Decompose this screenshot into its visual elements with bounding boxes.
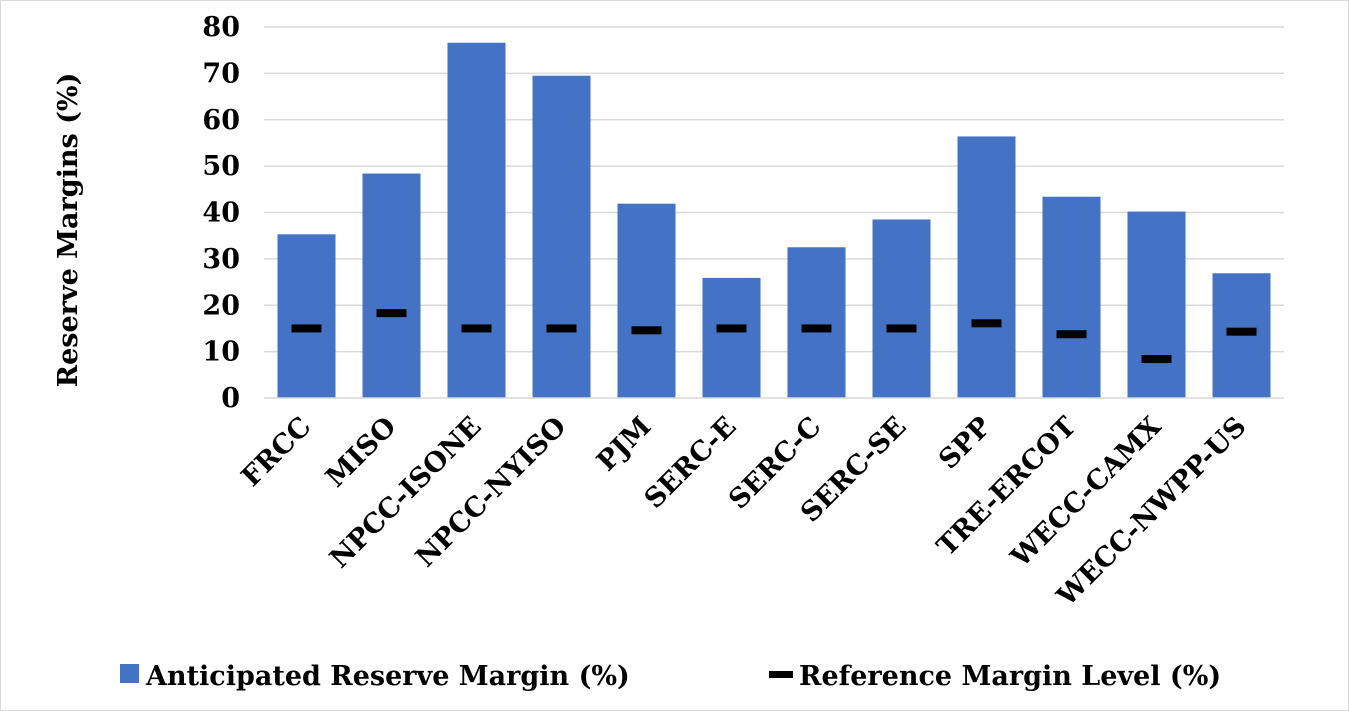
x-tick-label: NPCC-NYISO — [410, 411, 572, 573]
reference-marker — [631, 326, 662, 335]
gridlines — [264, 26, 1284, 353]
bar — [787, 247, 846, 398]
x-tick-label: SERC-E — [639, 411, 743, 515]
x-tick-label: NPCC-ISONE — [324, 411, 487, 574]
reference-marker — [971, 319, 1002, 328]
reference-marker — [291, 324, 322, 333]
reference-marker — [461, 324, 492, 333]
reference-marker-series — [291, 309, 1257, 364]
y-tick-label: 0 — [221, 383, 240, 414]
y-axis-title: Reserve Margins (%) — [53, 73, 84, 388]
reference-marker — [376, 309, 407, 318]
bar — [532, 75, 591, 398]
bar — [617, 203, 676, 398]
reference-marker — [716, 324, 747, 333]
x-tick-label: FRCC — [236, 411, 318, 493]
y-tick-label: 40 — [202, 198, 240, 229]
reference-marker — [1226, 327, 1257, 336]
x-tick-label: WECC-CAMX — [1005, 411, 1168, 574]
bar — [447, 42, 506, 398]
reference-marker — [1141, 355, 1172, 364]
reference-marker — [546, 324, 577, 333]
legend-label-reference: Reference Margin Level (%) — [799, 661, 1221, 692]
x-tick-label: MISO — [320, 411, 402, 493]
bar — [1127, 211, 1186, 398]
bar — [1042, 196, 1101, 398]
reference-marker — [886, 324, 917, 333]
y-tick-label: 20 — [202, 290, 240, 321]
y-tick-label: 70 — [202, 58, 240, 89]
bar — [702, 277, 761, 398]
bar — [362, 173, 421, 398]
y-tick-label: 80 — [202, 12, 240, 43]
reference-marker — [1056, 330, 1087, 339]
legend-label-anticipated: Anticipated Reserve Margin (%) — [145, 661, 630, 692]
bar — [872, 219, 931, 398]
reference-marker — [801, 324, 832, 333]
y-tick-label: 30 — [202, 244, 240, 275]
bar — [277, 234, 336, 398]
x-tick-label: PJM — [591, 411, 657, 477]
x-tick-label: SPP — [933, 411, 997, 475]
legend-swatch-reference — [769, 671, 793, 678]
legend-swatch-anticipated — [120, 664, 139, 683]
y-tick-label: 50 — [202, 151, 240, 182]
y-tick-label: 10 — [202, 337, 240, 368]
bar — [957, 136, 1016, 398]
legend: Anticipated Reserve Margin (%) Reference… — [120, 661, 1221, 692]
y-tick-label: 60 — [202, 105, 240, 136]
y-axis-ticks: 0 10 20 30 40 50 60 70 80 — [202, 12, 240, 414]
bar-series — [277, 42, 1271, 398]
